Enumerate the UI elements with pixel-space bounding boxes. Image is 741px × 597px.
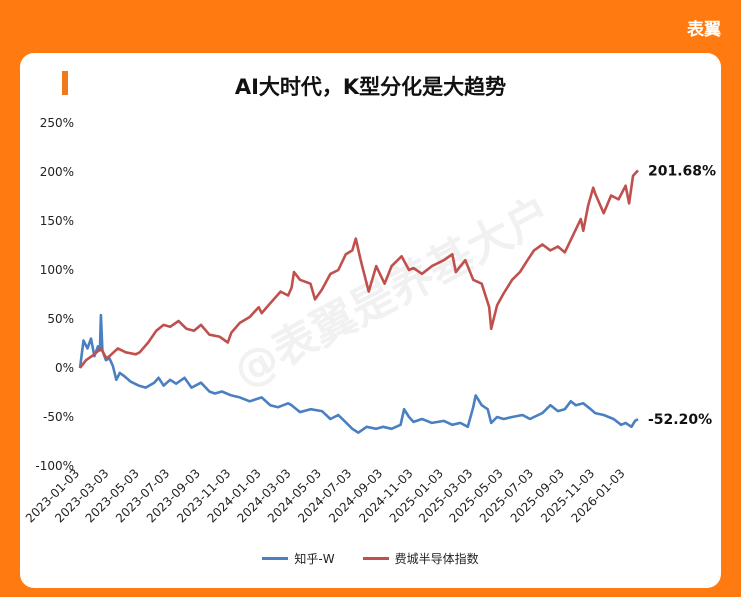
series-line-semi — [78, 169, 639, 369]
brand-logo: 表翼 — [687, 20, 721, 40]
y-tick-label: 100% — [40, 263, 74, 277]
series-end-label: 201.68% — [648, 163, 716, 179]
series-end-label: -52.20% — [648, 412, 712, 428]
legend-label-semi: 费城半导体指数 — [394, 552, 479, 566]
y-tick-label: 250% — [40, 116, 74, 130]
y-tick-label: 0% — [55, 361, 74, 375]
chart-legend: 知乎-W 费城半导体指数 — [20, 550, 721, 567]
legend-label-zhihu: 知乎-W — [294, 552, 335, 566]
chart-card: AI大时代，K型分化是大趋势 @表翼是养基大户 250% 200% 150% 100%… — [20, 53, 721, 588]
legend-swatch-semi — [362, 557, 389, 560]
y-tick-label: -50% — [43, 410, 74, 424]
legend-item-zhihu: 知乎-W — [262, 550, 335, 567]
title-accent-bar — [62, 71, 68, 95]
y-tick-label: 200% — [40, 165, 74, 179]
chart-title: AI大时代，K型分化是大趋势 — [234, 75, 507, 99]
line-chart: 250%200%150%100%50%0%-50%-100%2023-01-03… — [23, 116, 716, 525]
series-line-zhihu — [78, 313, 639, 434]
y-tick-label: 50% — [47, 312, 74, 326]
legend-item-semi: 费城半导体指数 — [362, 550, 479, 567]
y-tick-label: -100% — [35, 459, 74, 473]
y-tick-label: 150% — [40, 214, 74, 228]
legend-swatch-zhihu — [262, 557, 289, 560]
